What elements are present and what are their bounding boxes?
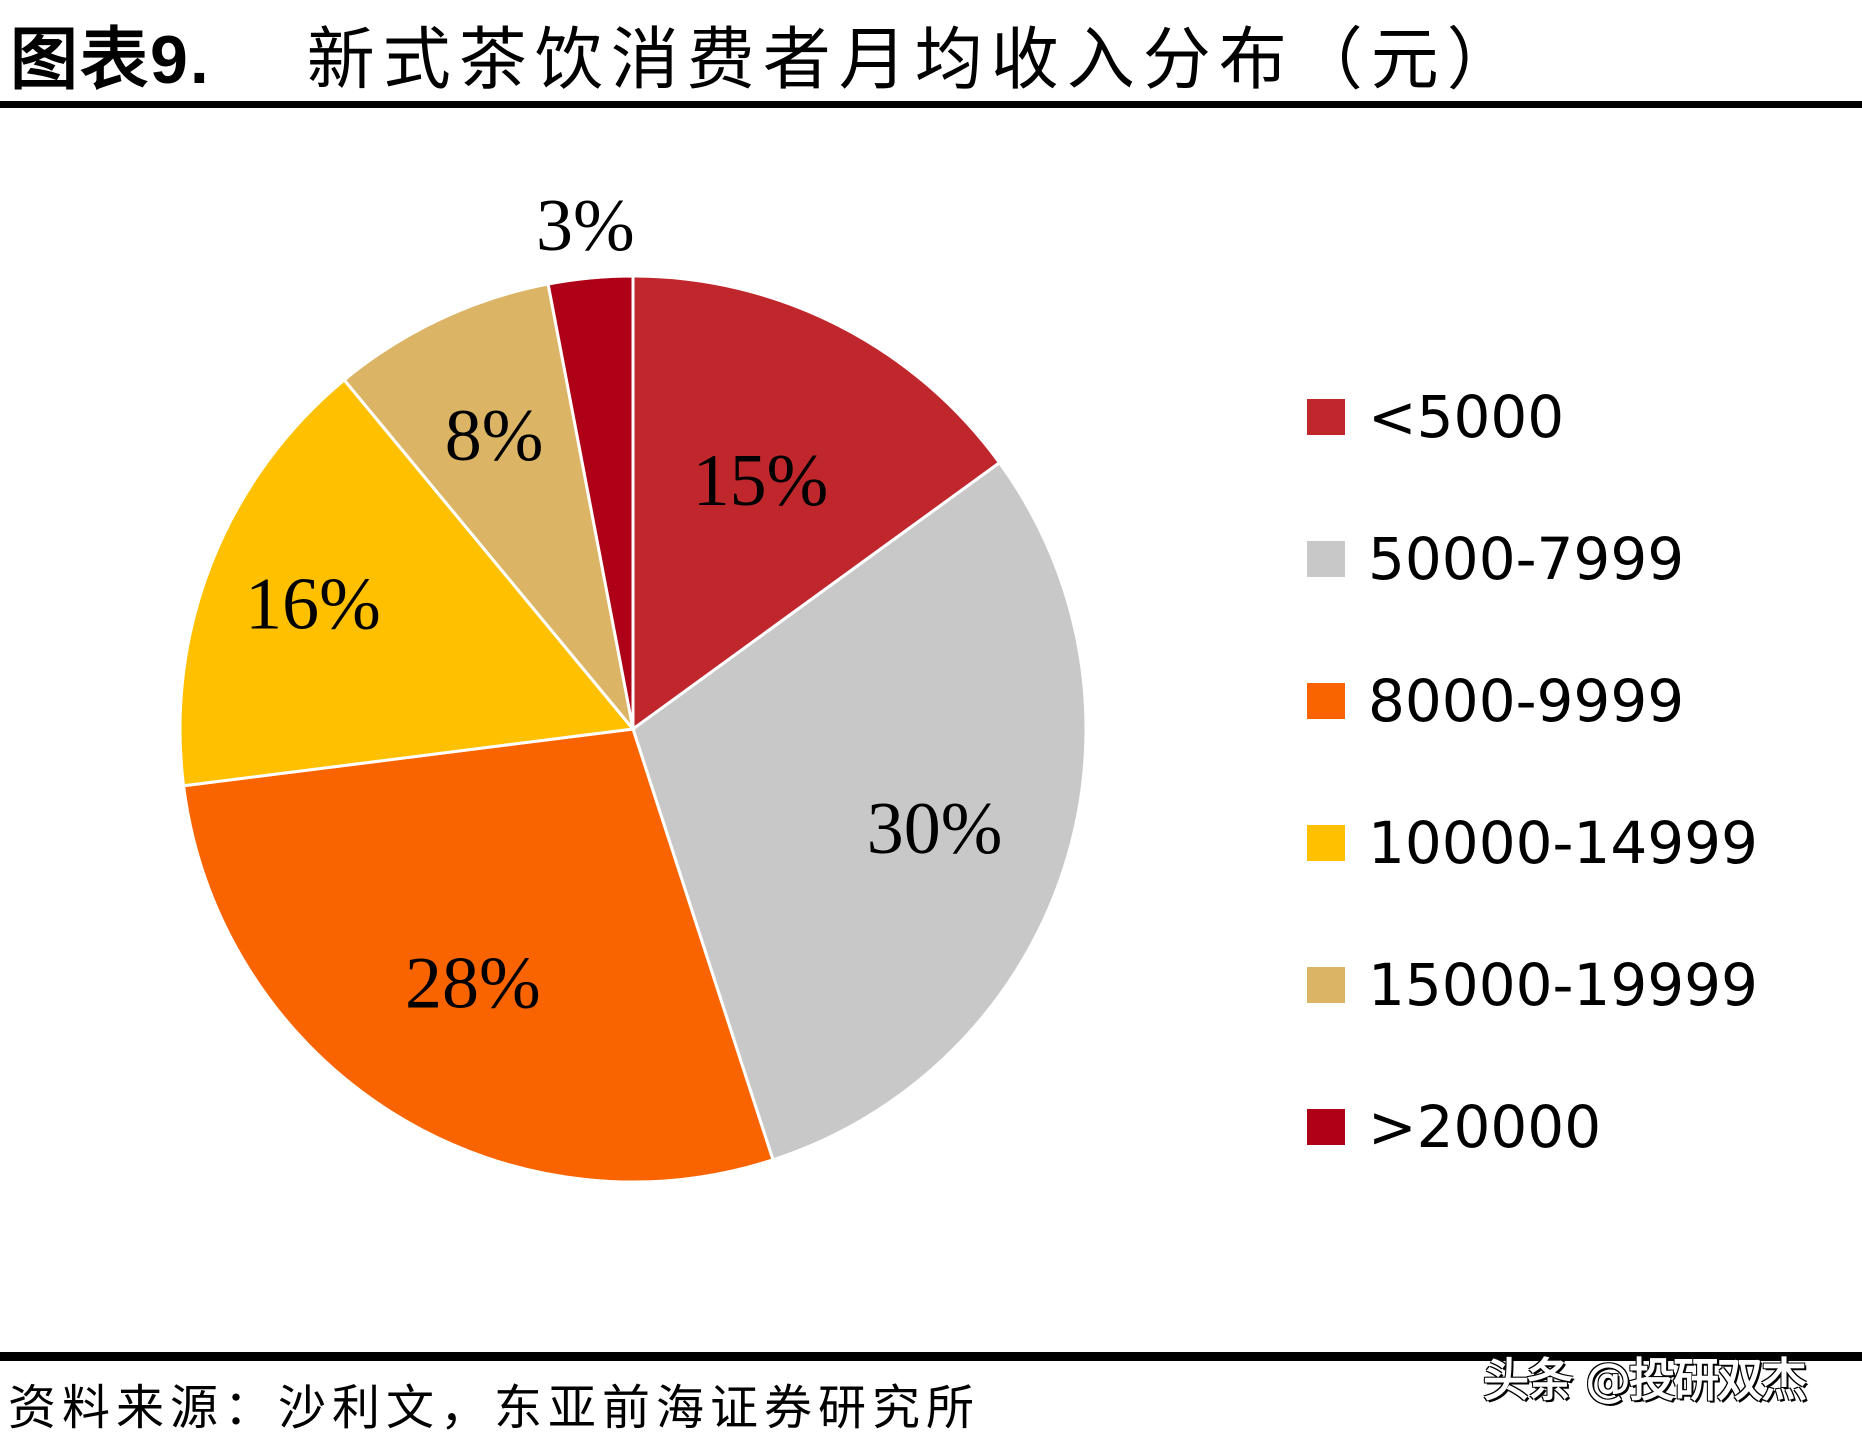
slice-percent-label: 8%	[445, 395, 544, 477]
slice-percent-label: 15%	[693, 440, 829, 522]
figure-number: 图表9.	[10, 21, 211, 98]
figure-title: 新式茶饮消费者月均收入分布（元）	[306, 20, 1523, 100]
watermark: 头条 @投研双杰	[1483, 1353, 1807, 1407]
pie-slice	[342, 282, 635, 730]
footer-divider	[0, 1352, 1862, 1361]
title-divider	[0, 101, 1862, 108]
legend-item: 10000-14999	[1307, 772, 1758, 914]
legend-item: 15000-19999	[1307, 914, 1758, 1056]
legend-swatch-icon	[1307, 825, 1345, 861]
legend-item: >20000	[1307, 1056, 1758, 1198]
pie-slice	[181, 727, 775, 1184]
legend-label: <5000	[1368, 383, 1565, 451]
slice-percent-label: 3%	[536, 185, 635, 267]
legend-label: >20000	[1368, 1093, 1602, 1161]
slice-percent-label: 28%	[405, 942, 541, 1024]
legend-label: 10000-14999	[1368, 809, 1758, 877]
legend-swatch-icon	[1307, 1109, 1345, 1145]
legend-label: 5000-7999	[1368, 525, 1685, 593]
legend-item: 8000-9999	[1307, 630, 1758, 772]
pie-slices	[178, 274, 1088, 1184]
legend-label: 8000-9999	[1368, 667, 1685, 735]
pie-slice	[546, 274, 635, 730]
legend-item: <5000	[1307, 346, 1758, 488]
source-note: 资料来源：沙利文，东亚前海证券研究所	[8, 1380, 981, 1436]
pie-slice	[631, 274, 1002, 732]
legend: <5000 5000-7999 8000-9999 10000-14999 15…	[1307, 346, 1758, 1198]
slice-percent-label: 16%	[245, 563, 381, 645]
legend-swatch-icon	[1307, 683, 1345, 719]
legend-item: 5000-7999	[1307, 488, 1758, 630]
pie-labels: 15% 30% 28% 16% 8% 3%	[245, 185, 1002, 1025]
pie-slice	[178, 377, 636, 788]
legend-swatch-icon	[1307, 967, 1345, 1003]
slice-percent-label: 30%	[867, 788, 1003, 870]
legend-swatch-icon	[1307, 541, 1345, 577]
legend-swatch-icon	[1307, 399, 1345, 435]
legend-label: 15000-19999	[1368, 951, 1758, 1019]
pie-slice	[631, 460, 1088, 1162]
chart-title: 图表9. 新式茶饮消费者月均收入分布（元）	[10, 8, 1523, 100]
